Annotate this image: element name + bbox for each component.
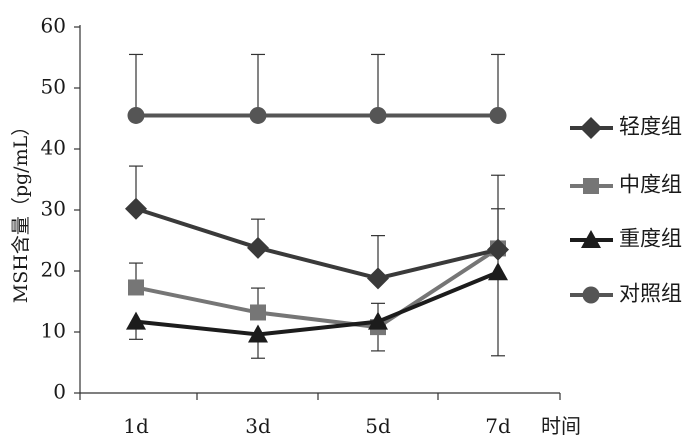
series-line [135, 246, 500, 330]
y-tick-label: 0 [53, 380, 66, 404]
legend-marker [581, 230, 601, 248]
data-point [128, 279, 144, 296]
legend-label: 对照组 [619, 282, 682, 306]
legend-marker [582, 286, 600, 304]
x-tick-label: 5d [365, 414, 391, 438]
data-point [247, 236, 269, 259]
data-point [488, 262, 508, 281]
data-point [249, 106, 267, 124]
legend-label: 重度组 [619, 227, 682, 251]
y-tick-label: 30 [41, 197, 66, 221]
y-tick-label: 10 [41, 319, 66, 343]
y-axis-title: MSH含量（pg/mL） [10, 117, 32, 303]
y-tick-label: 20 [41, 258, 66, 282]
data-point [125, 197, 147, 220]
data-point [127, 106, 145, 124]
y-tick-label: 60 [41, 14, 66, 38]
legend-marker [580, 117, 602, 139]
data-point [489, 106, 507, 124]
plot-area: 0 10 20 30 40 50 60 1d 3d 5d 7d [41, 14, 561, 438]
x-tick-label: 1d [123, 414, 149, 438]
data-point [250, 304, 266, 321]
series-line [135, 270, 499, 337]
data-point [368, 311, 388, 330]
legend-label: 中度组 [619, 173, 682, 197]
legend-label: 轻度组 [619, 115, 682, 139]
y-tick-label: 40 [41, 136, 66, 160]
data-point [487, 238, 509, 261]
data-point [126, 311, 146, 330]
series-line [135, 206, 499, 281]
y-tick-label: 50 [41, 75, 66, 99]
legend-marker [583, 178, 599, 194]
x-tick-label: 7d [485, 414, 511, 438]
x-axis-title: 时间 [541, 414, 581, 438]
x-tick-label: 3d [245, 414, 271, 438]
data-point [248, 324, 268, 343]
data-point [369, 106, 387, 124]
data-point [367, 267, 389, 290]
